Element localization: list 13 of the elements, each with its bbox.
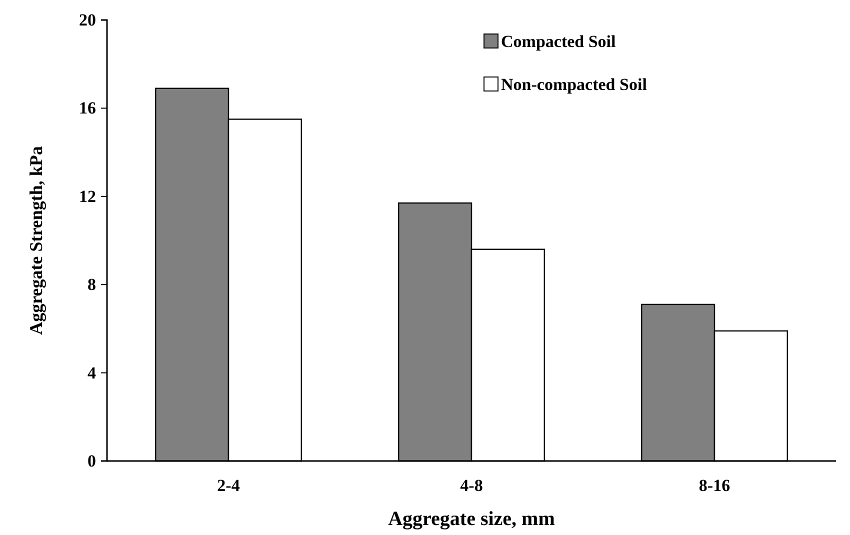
legend-label: Compacted Soil: [501, 32, 616, 51]
x-tick-label: 2-4: [217, 476, 240, 496]
y-tick-label: 8: [88, 275, 96, 294]
x-axis-title: Aggregate size, mm: [388, 508, 556, 530]
x-tick-label: 4-8: [460, 476, 483, 496]
x-tick-label: 8-16: [698, 476, 730, 496]
legend-label: Non-compacted Soil: [501, 75, 648, 94]
y-axis-title: Aggregate Strength, kPa: [26, 146, 46, 335]
y-tick-label: 0: [88, 451, 96, 470]
y-tick-label: 4: [88, 363, 96, 382]
y-tick-label: 20: [79, 10, 96, 30]
y-tick-label: 12: [79, 186, 96, 206]
y-tick-label: 16: [79, 98, 96, 118]
